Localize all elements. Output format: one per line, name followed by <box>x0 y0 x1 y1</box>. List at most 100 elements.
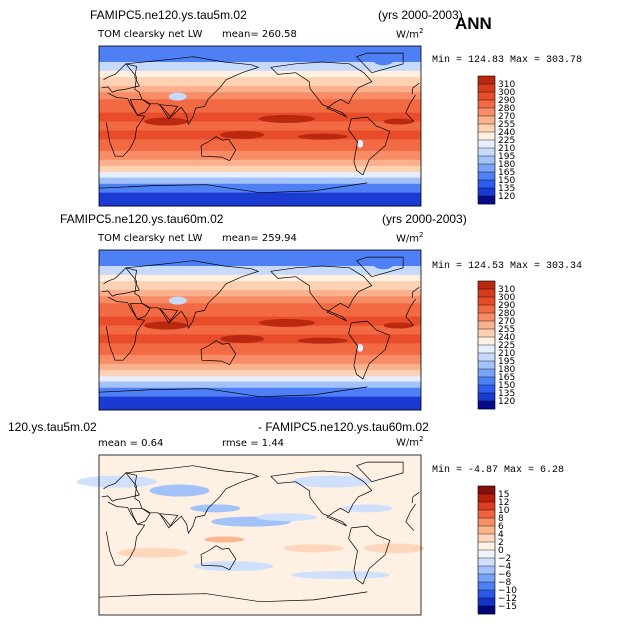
colorbar-swatch <box>478 108 495 117</box>
colorbar-swatch <box>478 486 495 495</box>
coastline <box>159 104 179 120</box>
panel-1-mean: mean= 260.58 <box>222 29 297 40</box>
warm-pool <box>383 322 414 329</box>
panel-1-minmax: Min = 124.83 Max = 303.78 <box>432 55 583 66</box>
coastline <box>355 461 404 483</box>
colorbar-tick-label: 290 <box>498 301 515 311</box>
coastline <box>405 298 416 317</box>
colorbar-swatch <box>478 281 495 290</box>
colorbar-tick-label: −2 <box>498 554 511 564</box>
map-band <box>99 354 421 365</box>
coastline <box>411 83 420 95</box>
colorbar-tick-label: 255 <box>498 325 515 335</box>
map-band <box>99 376 421 383</box>
colorbar-tick-label: 270 <box>498 112 515 122</box>
map-band <box>99 381 421 389</box>
colorbar-swatch <box>478 92 495 101</box>
colorbar-tick-label: 165 <box>498 373 515 383</box>
map-band <box>99 159 421 167</box>
panel-3-title-left: 120.ys.tau5m.02 <box>8 420 97 434</box>
colorbar-tick-label: 135 <box>498 389 515 399</box>
colorbar-swatch <box>478 289 495 298</box>
colorbar-swatch <box>478 76 495 85</box>
diff-patch <box>342 504 393 513</box>
map-band <box>99 150 421 161</box>
colorbar-swatch <box>478 345 495 354</box>
panel-1-subtitle: TOM clearsky net LW <box>98 29 203 40</box>
colorbar-tick-label: 290 <box>498 96 515 106</box>
warm-pool <box>220 130 265 139</box>
colorbar-tick-label: 280 <box>498 104 515 114</box>
coastline <box>405 503 416 522</box>
coastline <box>200 136 237 162</box>
map-band <box>99 121 421 131</box>
panel-2-title-left: FAMIPC5.ne120.ys.tau60m.02 <box>60 212 224 226</box>
colorbar-tick-label: 165 <box>498 168 515 178</box>
colorbar-swatch <box>478 510 495 519</box>
map-band <box>99 192 421 207</box>
map-band <box>99 363 421 371</box>
map-band <box>99 172 421 179</box>
coastline <box>405 316 415 326</box>
map-band <box>99 303 421 318</box>
colorbar-swatch <box>478 574 495 583</box>
panel-2-colorbar: 3103002902802702552402252101951801651501… <box>477 280 515 410</box>
panel-3-units: W/m2 <box>396 435 424 449</box>
colorbar-swatch <box>478 132 495 141</box>
panel-2-title-right: (yrs 2000-2003) <box>382 212 467 226</box>
coastline <box>129 302 151 320</box>
coastline <box>101 472 140 502</box>
colorbar-swatch <box>478 361 495 370</box>
warm-pool <box>220 334 265 343</box>
map-band <box>99 177 421 185</box>
panel-3-rmse: rmse = 1.44 <box>222 438 285 449</box>
warm-pool <box>144 321 189 330</box>
map-band <box>99 92 421 100</box>
diff-patch <box>204 536 245 543</box>
map-band <box>99 99 421 114</box>
colorbar-tick-label: 8 <box>498 514 504 524</box>
colorbar-swatch <box>478 305 495 314</box>
map-band <box>99 396 421 411</box>
colorbar-swatch <box>478 590 495 599</box>
map-band <box>99 290 421 297</box>
colorbar-swatch <box>478 494 495 503</box>
colorbar-swatch <box>478 140 495 149</box>
colorbar-swatch <box>478 313 495 322</box>
colorbar-tick-label: 120 <box>498 397 515 407</box>
colorbar-swatch <box>478 148 495 157</box>
panel-2-minmax: Min = 124.53 Max = 303.34 <box>432 261 583 272</box>
colorbar-tick-label: 15 <box>498 490 509 500</box>
panel-1-map <box>98 45 422 207</box>
coastline <box>348 525 391 585</box>
coastline <box>270 265 373 322</box>
colorbar-tick-label: 280 <box>498 309 515 319</box>
diff-patch <box>283 544 344 553</box>
panel-1-title-right: (yrs 2000-2003) <box>378 8 463 22</box>
colorbar-swatch <box>478 172 495 181</box>
coastline <box>355 256 404 278</box>
map-band <box>99 166 421 173</box>
coastline <box>405 94 416 113</box>
map-band <box>99 250 421 267</box>
colorbar-tick-label: −6 <box>498 570 512 580</box>
warm-pool <box>297 133 348 140</box>
coastline <box>270 61 373 118</box>
colorbar-swatch <box>478 353 495 362</box>
colorbar-swatch <box>478 542 495 551</box>
coastline <box>405 521 415 531</box>
coastline <box>355 52 404 74</box>
colorbar-tick-label: 240 <box>498 333 515 343</box>
colorbar-tick-label: 240 <box>498 128 515 138</box>
colorbar-swatch <box>478 321 495 330</box>
panel-1-colorbar: 3103002902802702552402252101951801651501… <box>477 75 515 205</box>
colorbar-swatch <box>478 502 495 511</box>
colorbar-tick-label: 310 <box>498 80 515 90</box>
colorbar-swatch <box>478 337 495 346</box>
coastline <box>98 182 368 194</box>
colorbar-tick-label: 2 <box>498 538 504 548</box>
map-band <box>99 274 421 282</box>
panel-2-map <box>98 249 422 411</box>
coastline <box>129 98 151 116</box>
coastline <box>98 386 368 398</box>
